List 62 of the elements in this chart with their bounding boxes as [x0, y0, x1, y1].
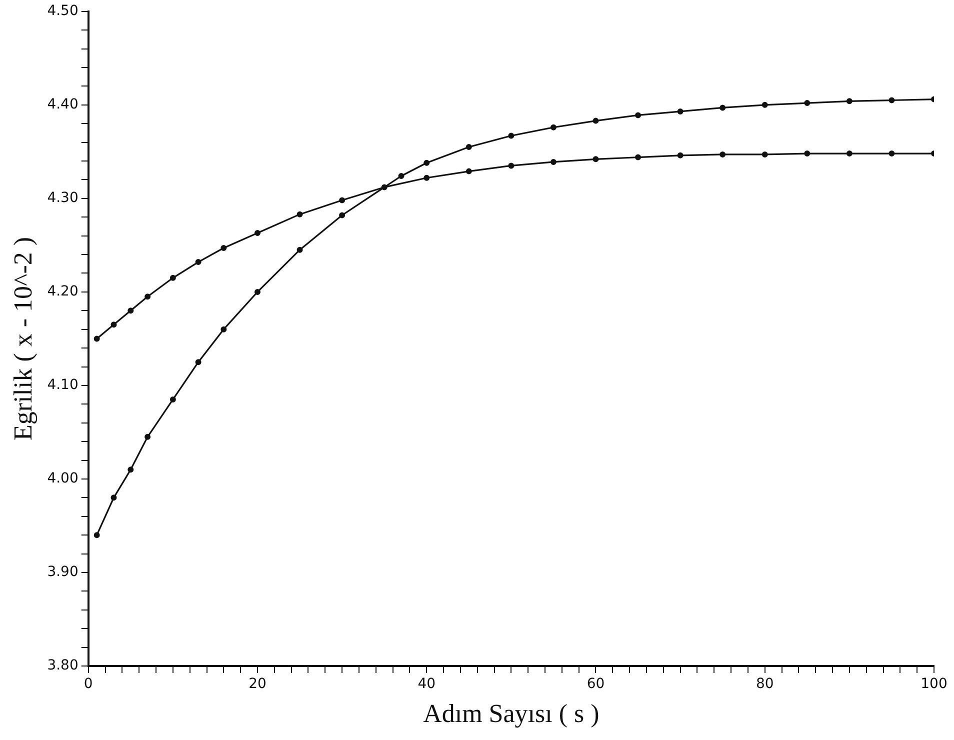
x-tick-label: 40: [418, 676, 436, 692]
point: [220, 244, 227, 251]
point: [398, 172, 404, 179]
point: [592, 118, 599, 124]
y-axis-title: Egrilik ( x - 10^-2 ): [8, 236, 38, 440]
x-tick-label: 80: [756, 676, 774, 692]
point: [720, 151, 726, 158]
point: [94, 532, 100, 538]
y-tick-label: 4.50: [47, 3, 78, 20]
point: [508, 132, 514, 139]
x-axis-title: Adım Sayısı ( s ): [423, 699, 600, 728]
point: [550, 124, 556, 130]
point: [110, 494, 117, 501]
point: [466, 144, 472, 150]
point: [110, 322, 117, 328]
point: [128, 308, 134, 314]
point: [804, 150, 810, 157]
point: [635, 112, 642, 118]
point: [888, 97, 895, 104]
point: [254, 230, 260, 236]
y-tick-label: 4.30: [47, 190, 78, 206]
x-tick-label: 60: [586, 676, 605, 692]
point: [846, 98, 852, 104]
point: [635, 154, 642, 160]
point: [677, 152, 684, 158]
point: [424, 174, 430, 181]
point: [550, 158, 556, 165]
point: [170, 396, 176, 402]
point: [804, 100, 810, 106]
point: [846, 150, 852, 157]
y-tick-label: 4.10: [47, 377, 78, 394]
x-tick-label: 20: [248, 676, 266, 692]
point: [592, 156, 599, 162]
point: [720, 104, 726, 111]
point: [339, 197, 346, 204]
point: [466, 168, 472, 174]
point: [170, 274, 176, 281]
y-tick-label: 3.80: [47, 658, 78, 674]
point: [254, 288, 260, 295]
y-tick-label: 4.00: [47, 470, 78, 487]
point: [128, 466, 134, 473]
point: [195, 359, 202, 366]
point: [144, 294, 151, 300]
x-tick-label: 0: [84, 676, 93, 692]
point: [94, 336, 100, 342]
y-tick-label: 4.40: [47, 96, 78, 113]
point: [296, 211, 303, 218]
y-tick-label: 4.20: [47, 284, 78, 300]
point: [220, 326, 227, 332]
point: [381, 184, 388, 190]
point: [195, 259, 202, 266]
point: [888, 150, 895, 157]
point: [762, 102, 768, 108]
point: [144, 434, 151, 440]
y-tick-label: 3.90: [47, 564, 78, 580]
point: [508, 162, 514, 169]
point: [762, 151, 768, 158]
point: [677, 108, 684, 114]
point: [424, 160, 430, 166]
point: [296, 246, 303, 253]
point: [339, 212, 346, 218]
x-tick-label: 100: [920, 676, 948, 692]
